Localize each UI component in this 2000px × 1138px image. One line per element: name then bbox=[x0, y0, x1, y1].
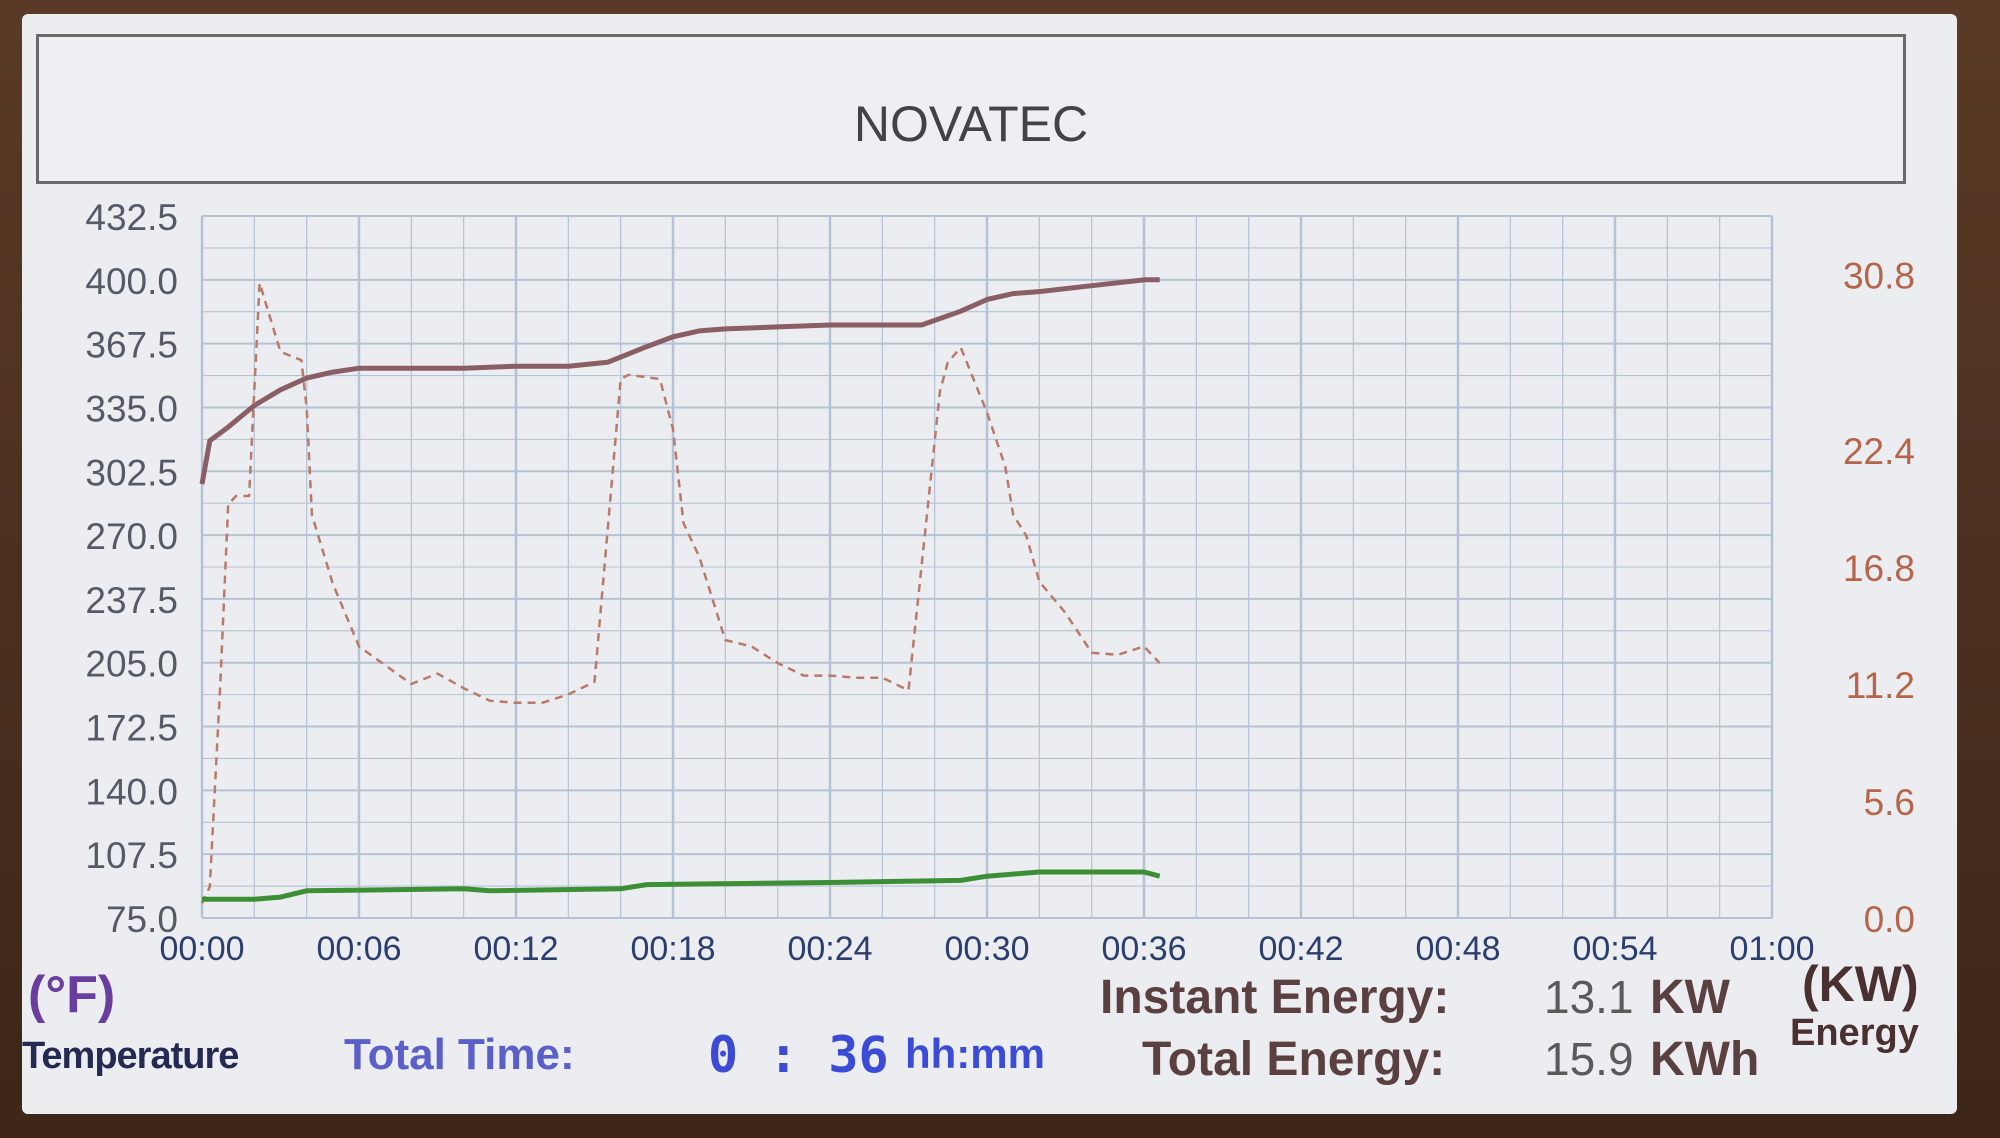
x-tick-label: 00:00 bbox=[159, 930, 244, 968]
instant-energy-label: Instant Energy: bbox=[1100, 971, 1450, 1024]
series-line-temperature bbox=[199, 277, 1160, 485]
y-tick-label-right: 16.8 bbox=[1843, 548, 1915, 589]
total-energy-value: 15.9 bbox=[1544, 1033, 1634, 1085]
total-energy-label: Total Energy: bbox=[1142, 1033, 1446, 1086]
energy-axis-label: Energy bbox=[1790, 1012, 1919, 1054]
total-time-unit: hh:mm bbox=[905, 1030, 1045, 1077]
y-tick-label-left: 302.5 bbox=[85, 452, 178, 493]
x-tick-label: 01:00 bbox=[1729, 930, 1814, 968]
y-tick-label-left: 432.5 bbox=[85, 197, 178, 238]
y-tick-label-left: 270.0 bbox=[85, 516, 178, 557]
y-tick-label-left: 172.5 bbox=[85, 708, 178, 749]
y-tick-label-left: 107.5 bbox=[85, 835, 178, 876]
y-tick-label-left: 400.0 bbox=[85, 261, 178, 302]
series-line-energy bbox=[202, 869, 1161, 902]
temperature-unit-label: (°F) bbox=[28, 966, 116, 1024]
y-tick-label-right: 22.4 bbox=[1843, 431, 1915, 472]
y-tick-label-left: 205.0 bbox=[85, 644, 178, 685]
series-line-power-dashed bbox=[200, 281, 1161, 904]
y-tick-label-left: 140.0 bbox=[85, 771, 178, 812]
instant-energy-unit: KW bbox=[1650, 971, 1730, 1024]
x-tick-label: 00:48 bbox=[1415, 930, 1500, 968]
x-tick-label: 00:30 bbox=[944, 930, 1029, 968]
x-tick-label: 00:42 bbox=[1258, 930, 1343, 968]
y-tick-label-right: 11.2 bbox=[1846, 665, 1915, 706]
x-tick-label: 00:54 bbox=[1572, 930, 1657, 968]
page-title: NOVATEC bbox=[853, 96, 1089, 152]
x-tick-label: 00:24 bbox=[787, 930, 872, 968]
instant-energy-value: 13.1 bbox=[1544, 971, 1634, 1023]
title-bar: NOVATEC bbox=[36, 34, 1906, 184]
temperature-axis-label: Temperature bbox=[22, 1035, 239, 1077]
y-tick-label-left: 367.5 bbox=[85, 325, 178, 366]
x-tick-label: 00:06 bbox=[316, 930, 401, 968]
hmi-screen bbox=[22, 14, 1957, 1114]
y-tick-label-left: 237.5 bbox=[85, 580, 178, 621]
energy-unit-label: (KW) bbox=[1802, 956, 1919, 1012]
total-time-label: Total Time: bbox=[344, 1030, 575, 1079]
y-tick-label-right: 0.0 bbox=[1864, 899, 1915, 940]
total-energy-unit: KWh bbox=[1650, 1033, 1760, 1086]
x-tick-label: 00:36 bbox=[1101, 930, 1186, 968]
x-tick-label: 00:18 bbox=[630, 930, 715, 968]
y-tick-label-right: 30.8 bbox=[1843, 256, 1915, 297]
x-tick-label: 00:12 bbox=[473, 930, 558, 968]
y-tick-label-right: 5.6 bbox=[1864, 782, 1915, 823]
total-time-value: 0 : 36 bbox=[708, 1026, 889, 1084]
y-tick-label-left: 75.0 bbox=[106, 899, 178, 940]
y-tick-label-left: 335.0 bbox=[85, 388, 178, 429]
